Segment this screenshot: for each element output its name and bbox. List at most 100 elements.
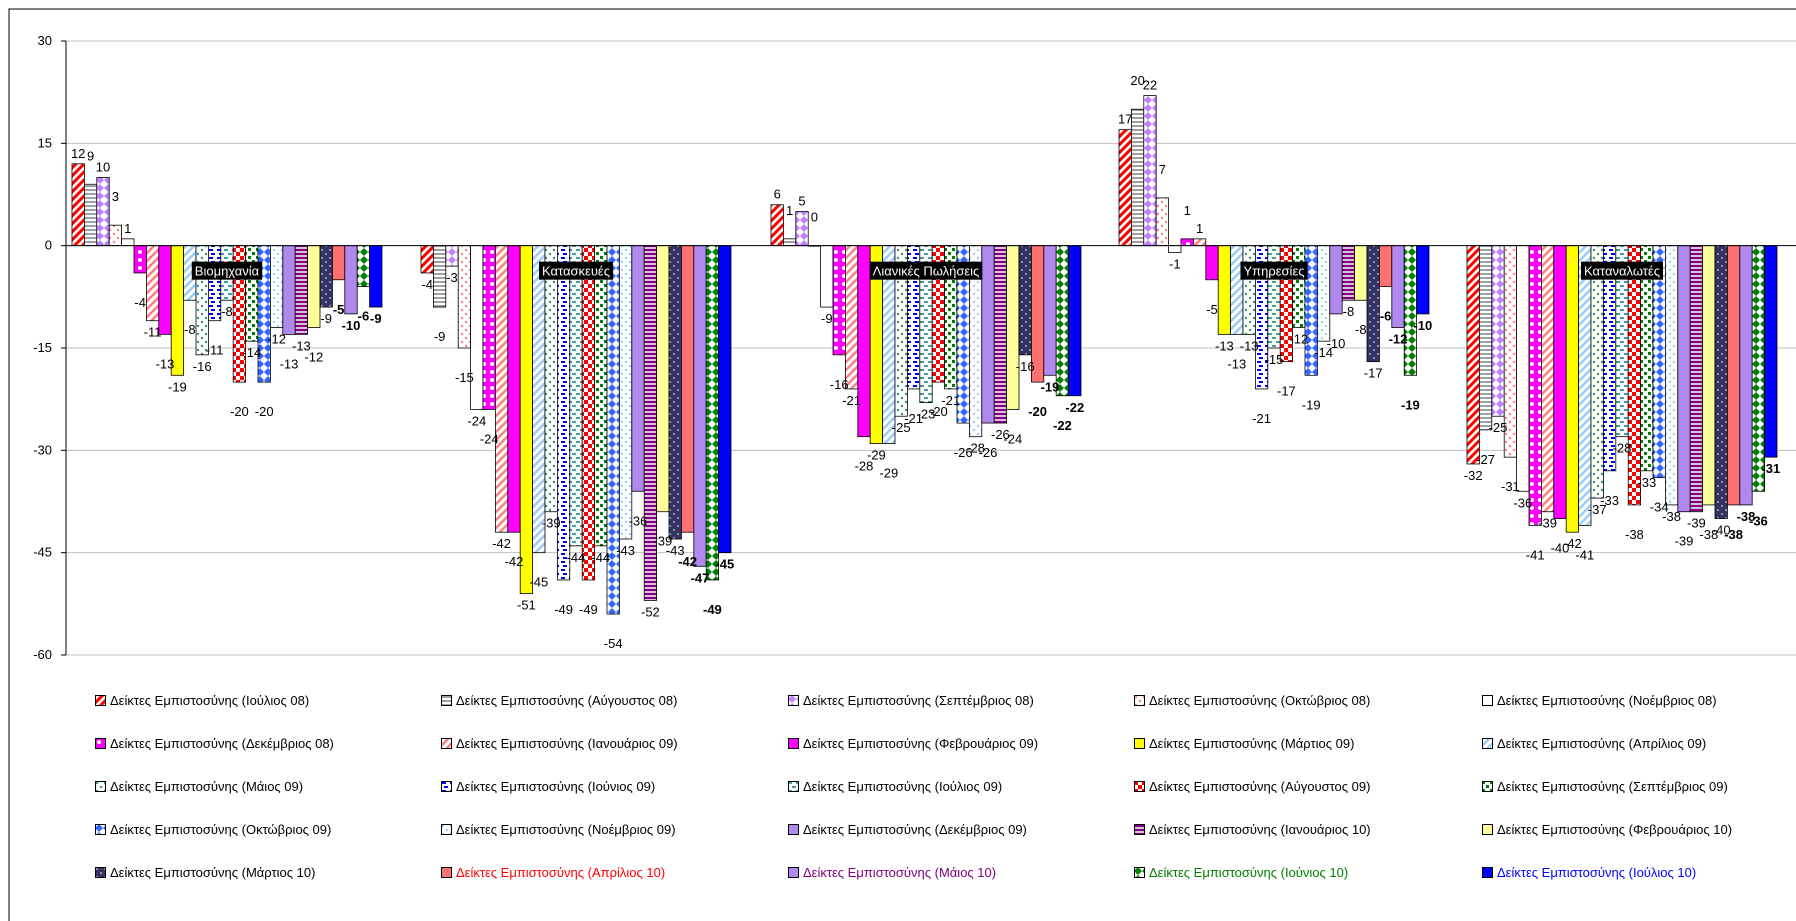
legend-label: Δείκτες Εμπιστοσύνης (Μάρτιος 09) [1149,736,1355,751]
legend-label: Δείκτες Εμπιστοσύνης (Ιανουάριος 10) [1149,822,1371,837]
legend-label: Δείκτες Εμπιστοσύνης (Απρίλιος 09) [1497,736,1707,751]
bar [432,245,447,308]
bar-value-label: -28 [855,459,874,474]
bar [494,245,509,533]
bar-value-label: -6 [1380,309,1392,324]
bar [594,245,608,547]
y-tick-label: 15 [38,135,52,150]
legend-swatch [441,738,452,749]
legend-label: Δείκτες Εμπιστοσύνης (Φεβρουάριος 09) [803,736,1039,751]
bar [369,245,383,308]
legend-item: Δείκτες Εμπιστοσύνης (Αύγουστος 08) [441,693,677,708]
bar [1018,245,1032,356]
legend-item: Δείκτες Εμπιστοσύνης (Φεβρουάριος 10) [1482,822,1732,837]
bar-value-label: -14 [1314,345,1333,360]
bar [84,183,98,247]
bar-value-label: -39 [1675,534,1694,549]
y-tick-label: 30 [38,33,52,48]
bar [1665,245,1679,506]
bar-value-label: -13 [1227,356,1246,371]
bar-value-label: -8 [1355,322,1367,337]
bar-value-label: -9 [320,311,332,326]
bar-value-label: 17 [1118,112,1132,127]
bar [1217,245,1231,335]
bar-value-label: -8 [1343,304,1355,319]
bar-value-label: -49 [554,602,573,617]
legend-swatch [1482,695,1493,706]
bar [158,245,172,335]
bar-value-label: -45 [529,575,548,590]
bar [1491,245,1505,417]
legend-label: Δείκτες Εμπιστοσύνης (Οκτώβριος 08) [1149,693,1371,708]
bar-value-label: -20 [255,404,274,419]
bar [1565,245,1579,533]
bar [1317,245,1331,342]
bar-value-label: -22 [1065,400,1084,415]
bar [569,245,583,547]
bar [1627,245,1641,506]
bar-value-label: -12 [1389,332,1408,347]
legend-label: Δείκτες Εμπιστοσύνης (Φεβρουάριος 10) [1497,822,1733,837]
bar [668,245,682,540]
bar-value-label: -28 [966,441,985,456]
bars-layer [71,95,1778,615]
legend-label: Δείκτες Εμπιστοσύνης (Ιούνιος 10) [1149,865,1349,880]
bar-value-label: -3 [446,270,458,285]
legend-swatch [95,695,106,706]
legend-label: Δείκτες Εμπιστοσύνης (Ιούλιος 08) [110,693,310,708]
legend-item: Δείκτες Εμπιστοσύνης (Δεκέμβριος 08) [95,736,334,751]
bar-value-label: -40 [1712,523,1731,538]
bar [1739,245,1753,506]
bar [1391,245,1405,328]
bar-value-label: -51 [517,598,536,613]
bar-value-label: -12 [267,332,286,347]
legend-item: Δείκτες Εμπιστοσύνης (Ιανουάριος 09) [441,736,678,751]
bar [1379,245,1393,288]
bar-value-label: -25 [1489,420,1508,435]
category-label: Υπηρεσίες [1243,264,1304,279]
bar [282,245,296,335]
bar [1727,245,1741,506]
bar [532,245,546,554]
legend-swatch [1482,781,1493,792]
legend-item: Δείκτες Εμπιστοσύνης (Ιούνιος 09) [441,779,655,794]
bar-value-label: -16 [1016,359,1035,374]
bar [1168,245,1182,253]
bar [1341,245,1355,301]
bar [121,238,135,247]
bar [1242,245,1256,335]
bar [857,245,871,438]
bar [1366,245,1380,363]
bar-value-label: -15 [455,370,474,385]
bar [108,224,122,247]
bar-value-label: -17 [1277,384,1296,399]
bar-value-label: -39 [1538,516,1557,531]
bar [1329,245,1343,315]
legend-item: Δείκτες Εμπιστοσύνης (Μάρτιος 09) [1134,736,1354,751]
bar-value-label: -42 [1563,536,1582,551]
chart-border [8,8,1796,921]
bar-value-label: 1 [124,221,131,236]
bar-value-label: -38 [1737,509,1756,524]
legend-item: Δείκτες Εμπιστοσύνης (Αύγουστος 09) [1134,779,1370,794]
bar-value-label: -22 [1053,418,1072,433]
bar [519,245,534,594]
legend-item: Δείκτες Εμπιστοσύνης (Δεκέμβριος 09) [788,822,1027,837]
bar [1702,245,1716,506]
bar-value-label: -43 [616,543,635,558]
bar-value-label: -16 [193,359,212,374]
legend-item: Δείκτες Εμπιστοσύνης (Μάιος 10) [788,865,996,880]
bar [795,211,809,247]
legend-item: Δείκτες Εμπιστοσύνης (Ιούνιος 10) [1134,865,1348,880]
bar-value-label: -6 [358,309,370,324]
legend-item: Δείκτες Εμπιστοσύνης (Ιανουάριος 10) [1134,822,1371,837]
category-label-bg [1240,261,1308,280]
bar-value-label: -43 [666,543,685,558]
bar-value-label: -40 [1551,541,1570,556]
bar-value-label: -16 [830,377,849,392]
bar-value-label: -25 [892,420,911,435]
legend-swatch [788,781,799,792]
